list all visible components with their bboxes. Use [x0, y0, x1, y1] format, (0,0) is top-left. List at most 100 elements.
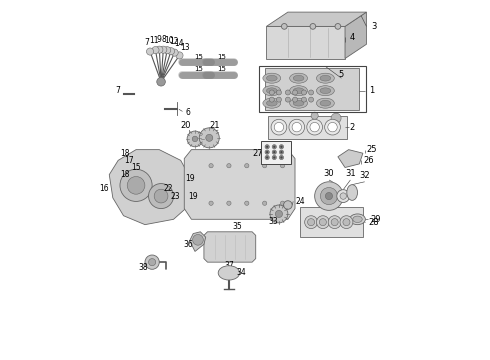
Text: 7: 7 [115, 86, 120, 95]
Circle shape [148, 258, 156, 266]
Bar [259, 66, 367, 112]
Text: 15: 15 [218, 66, 226, 72]
Ellipse shape [293, 88, 304, 94]
Text: 14: 14 [174, 39, 184, 48]
Circle shape [284, 201, 292, 209]
Circle shape [209, 201, 213, 205]
Polygon shape [267, 26, 345, 59]
Circle shape [274, 122, 284, 132]
Text: 19: 19 [188, 192, 198, 201]
Text: 31: 31 [345, 169, 356, 178]
Circle shape [270, 90, 274, 95]
Ellipse shape [353, 216, 362, 222]
Text: 9: 9 [156, 35, 161, 44]
Circle shape [315, 182, 343, 210]
Circle shape [206, 134, 213, 141]
Bar [261, 141, 292, 164]
Polygon shape [190, 232, 206, 251]
Ellipse shape [320, 88, 331, 94]
Circle shape [145, 255, 159, 269]
Circle shape [263, 163, 267, 168]
Ellipse shape [218, 266, 240, 280]
Circle shape [301, 97, 306, 102]
Polygon shape [338, 150, 363, 167]
Circle shape [270, 97, 274, 102]
Circle shape [171, 49, 178, 56]
Circle shape [285, 97, 291, 102]
Circle shape [272, 145, 276, 149]
Ellipse shape [317, 98, 334, 108]
Text: 11: 11 [149, 36, 158, 45]
Circle shape [310, 23, 316, 29]
Circle shape [310, 122, 319, 132]
Text: 32: 32 [359, 171, 370, 180]
Ellipse shape [267, 88, 277, 94]
Circle shape [199, 128, 220, 148]
Text: 36: 36 [183, 240, 193, 249]
Circle shape [266, 157, 268, 158]
Circle shape [227, 201, 231, 205]
Circle shape [328, 216, 341, 229]
Circle shape [311, 112, 318, 119]
Circle shape [272, 150, 276, 154]
Circle shape [293, 97, 297, 102]
Text: 15: 15 [194, 54, 203, 60]
Circle shape [328, 122, 337, 132]
Text: 12: 12 [170, 37, 179, 46]
Circle shape [331, 219, 338, 226]
Text: 30: 30 [323, 169, 334, 178]
Text: 38: 38 [138, 263, 148, 272]
Text: 28: 28 [368, 218, 379, 227]
Ellipse shape [290, 86, 308, 96]
Circle shape [176, 52, 183, 59]
Circle shape [340, 193, 346, 199]
Circle shape [309, 90, 314, 95]
Circle shape [266, 151, 268, 153]
Circle shape [266, 146, 268, 148]
Circle shape [289, 119, 305, 135]
Text: 16: 16 [99, 184, 109, 193]
Circle shape [279, 145, 284, 149]
Circle shape [273, 146, 275, 148]
Text: 21: 21 [209, 121, 220, 130]
Circle shape [120, 169, 152, 202]
Circle shape [160, 46, 167, 53]
Circle shape [309, 97, 314, 102]
Text: 35: 35 [232, 222, 242, 231]
Circle shape [156, 46, 163, 53]
Text: 37: 37 [224, 261, 234, 270]
Text: 3: 3 [371, 22, 376, 31]
Circle shape [293, 90, 297, 95]
Circle shape [331, 113, 341, 123]
Circle shape [164, 47, 171, 54]
Circle shape [154, 189, 168, 203]
Circle shape [270, 205, 288, 223]
Text: 5: 5 [339, 70, 344, 79]
Polygon shape [345, 12, 367, 59]
Circle shape [272, 156, 276, 159]
Circle shape [285, 90, 291, 95]
Ellipse shape [320, 100, 331, 106]
Text: 17: 17 [124, 156, 134, 165]
Circle shape [340, 216, 353, 229]
Circle shape [325, 193, 333, 200]
Text: 15: 15 [131, 163, 141, 172]
Circle shape [280, 201, 285, 205]
Circle shape [276, 90, 281, 95]
Ellipse shape [290, 98, 308, 108]
Circle shape [335, 23, 341, 29]
Text: 10: 10 [164, 36, 174, 45]
Ellipse shape [293, 100, 304, 106]
Circle shape [245, 201, 249, 205]
Circle shape [265, 145, 270, 149]
Circle shape [152, 46, 159, 54]
Circle shape [147, 48, 154, 55]
Text: 6: 6 [185, 108, 190, 117]
Circle shape [209, 163, 213, 168]
Ellipse shape [293, 75, 304, 81]
Circle shape [227, 163, 231, 168]
Text: 22: 22 [164, 184, 173, 193]
Circle shape [279, 156, 284, 159]
Circle shape [279, 150, 284, 154]
Circle shape [127, 176, 145, 194]
